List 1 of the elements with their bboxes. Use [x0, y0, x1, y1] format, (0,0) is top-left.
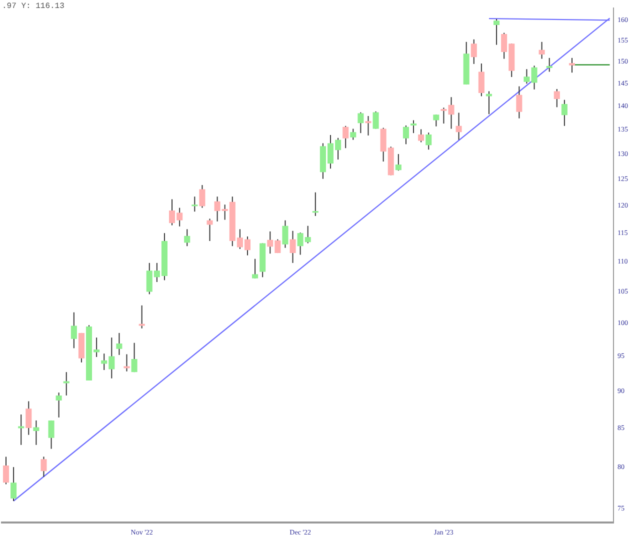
annotation: .97 Y: 116.13 [2, 2, 65, 12]
